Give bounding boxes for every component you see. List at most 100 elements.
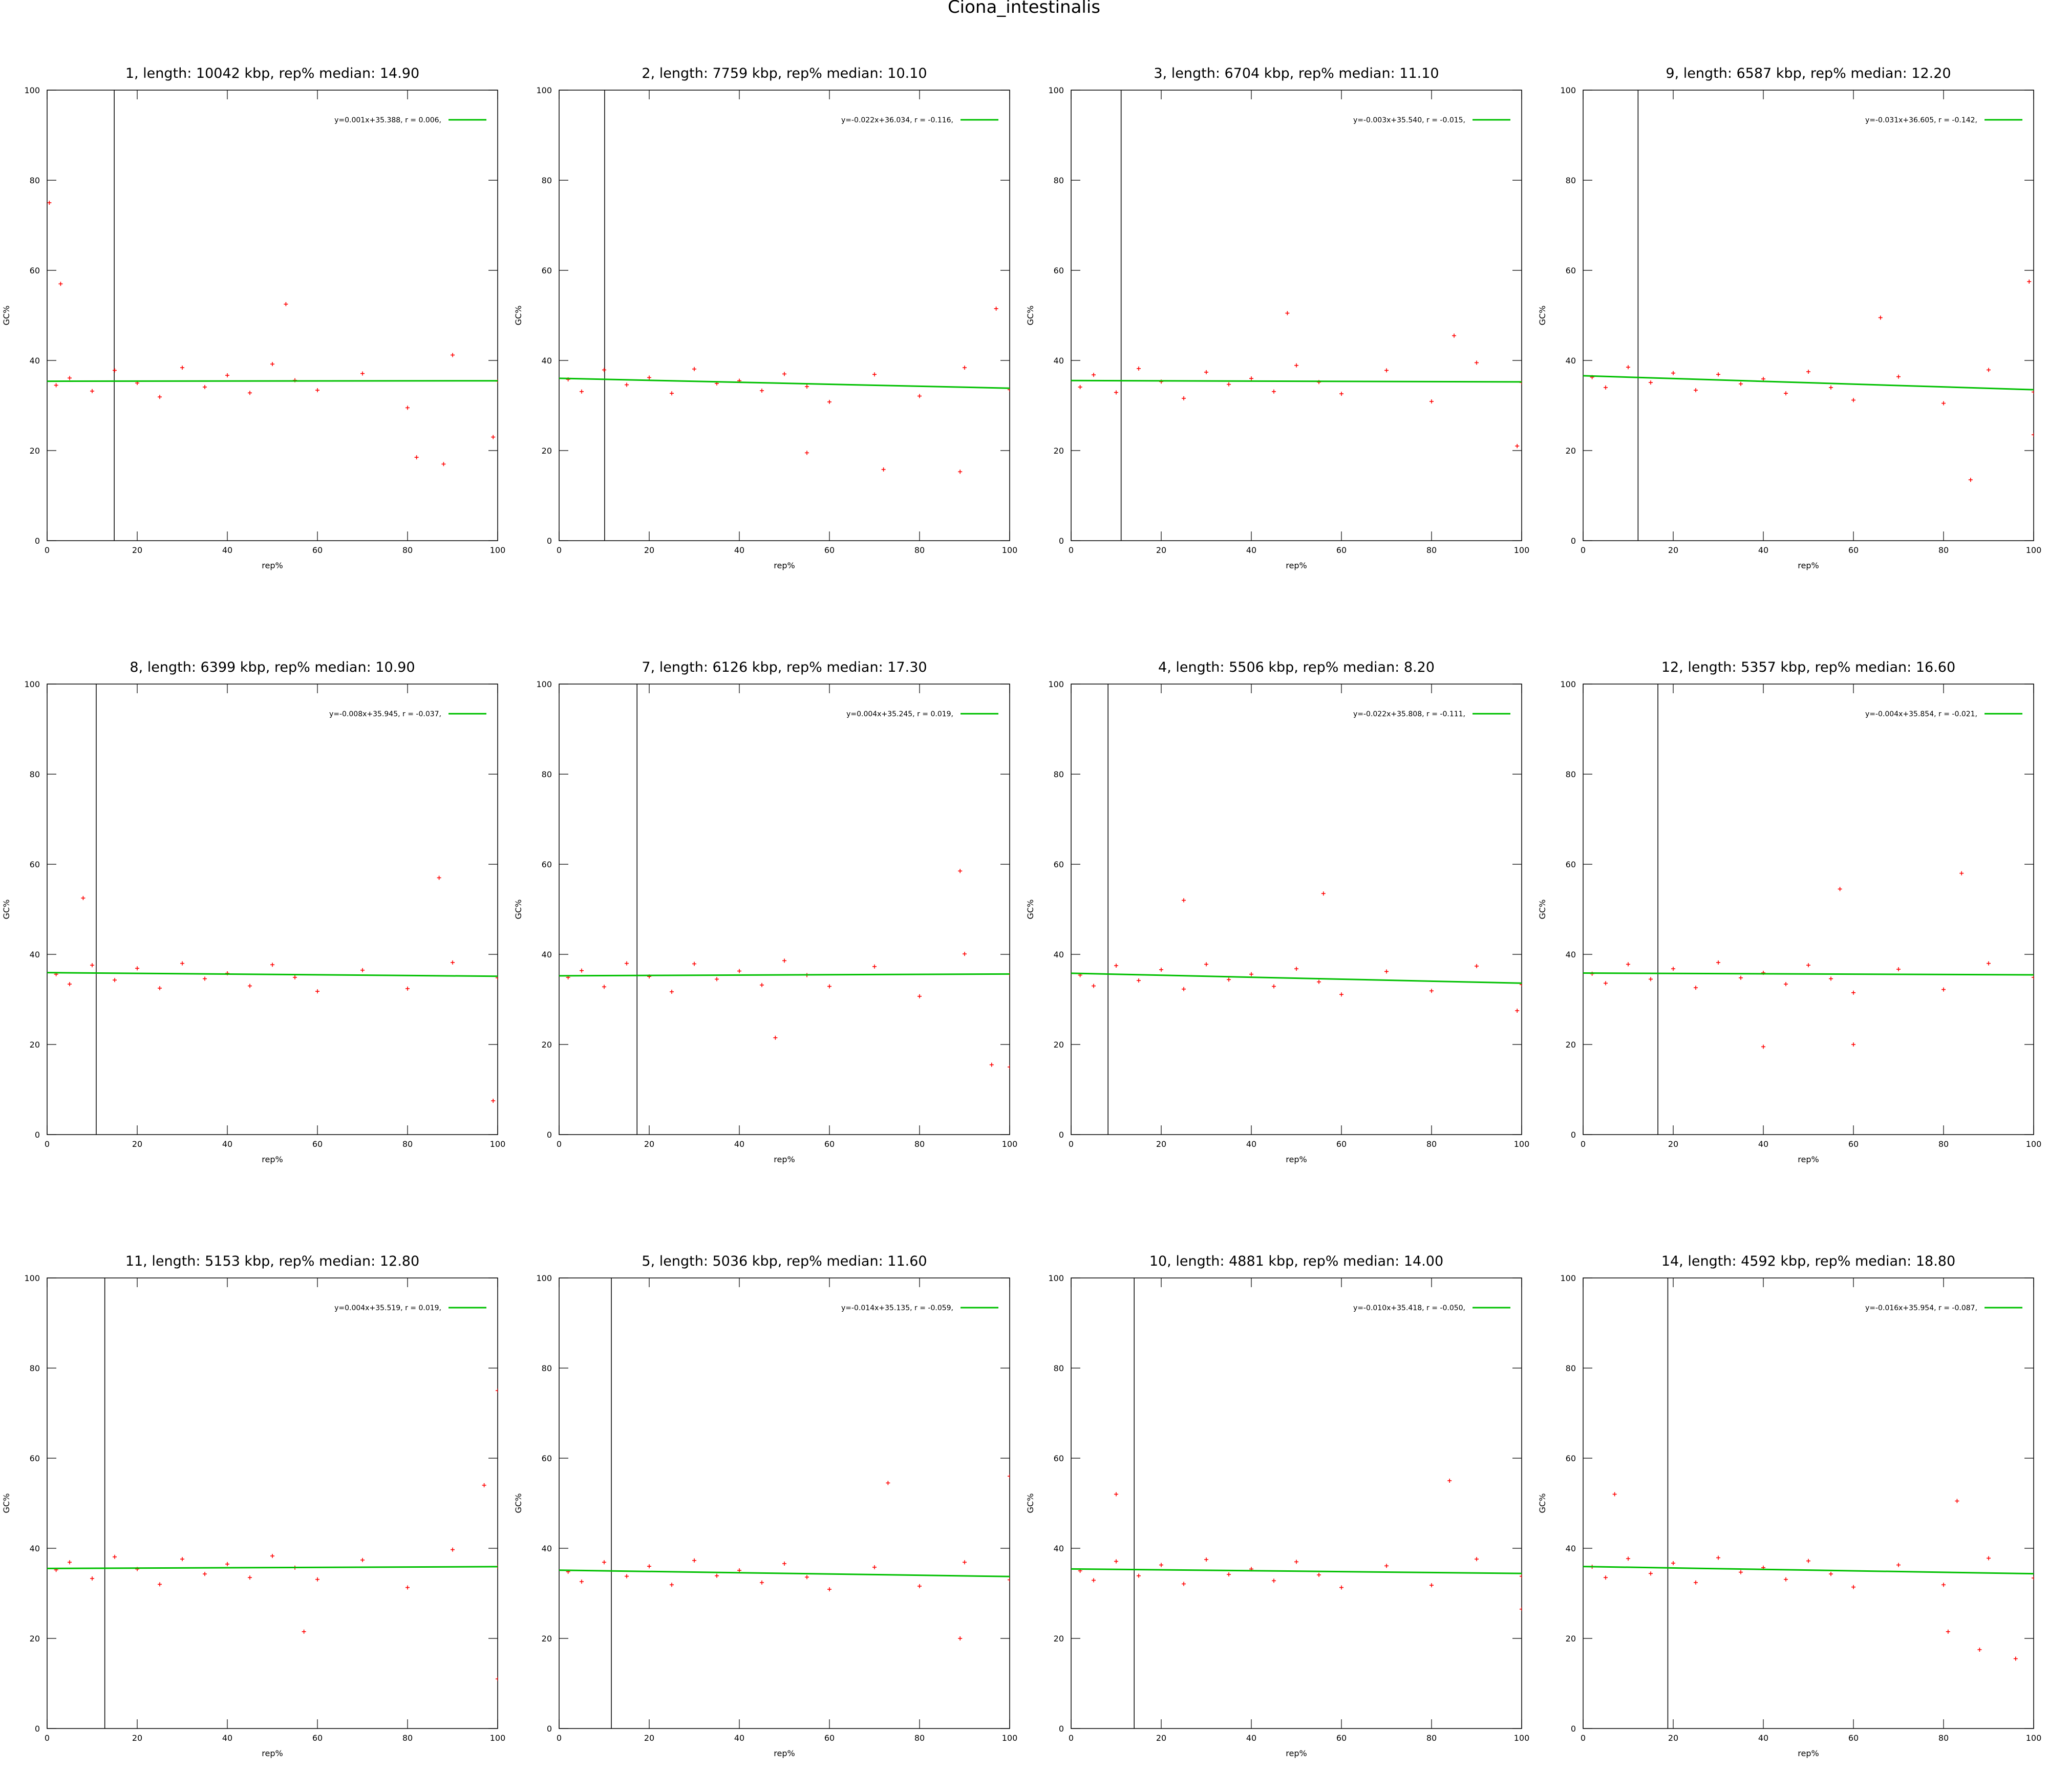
x-axis-label: rep% — [1798, 1155, 1819, 1164]
scatter-panel: 10, length: 4881 kbp, rep% median: 14.00… — [1024, 1188, 1536, 1782]
x-axis-label: rep% — [262, 561, 283, 570]
data-point — [1384, 969, 1389, 974]
y-tick-label: 0 — [1059, 536, 1064, 546]
data-point — [482, 1483, 486, 1487]
data-point — [90, 1576, 94, 1581]
plot-frame — [1071, 90, 1522, 541]
data-point — [580, 1580, 584, 1584]
data-point — [805, 1575, 809, 1580]
data-point — [451, 1547, 455, 1552]
data-point — [315, 989, 319, 994]
points-layer — [566, 306, 1010, 474]
x-tick-label: 40 — [734, 1139, 744, 1149]
x-tick-label: 40 — [222, 1139, 232, 1149]
data-point — [1204, 370, 1208, 374]
data-point — [625, 1574, 629, 1578]
data-point — [963, 366, 967, 370]
data-point — [203, 1572, 207, 1576]
data-point — [692, 1558, 696, 1563]
data-point — [647, 1564, 651, 1569]
y-tick-label: 100 — [536, 679, 552, 689]
x-tick-label: 0 — [1581, 1139, 1586, 1149]
points-layer — [1078, 311, 1522, 449]
x-tick-label: 20 — [1156, 1139, 1166, 1149]
x-tick-label: 80 — [1426, 545, 1437, 555]
scatter-plot: 8, length: 6399 kbp, rep% median: 10.90 0… — [2, 659, 505, 1164]
data-point — [2032, 975, 2034, 979]
data-point — [1249, 376, 1253, 381]
data-point — [881, 467, 886, 472]
data-point — [1604, 981, 1608, 986]
y-tick-label: 40 — [30, 1544, 40, 1553]
data-point — [1716, 1555, 1720, 1560]
y-tick-label: 40 — [30, 950, 40, 959]
data-point — [1317, 979, 1321, 984]
y-tick-label: 40 — [1054, 1544, 1064, 1553]
data-point — [1806, 963, 1810, 968]
fit-line — [47, 972, 498, 977]
x-tick-label: 40 — [1246, 1733, 1256, 1743]
data-point — [715, 1573, 719, 1578]
plot-frame — [1583, 1277, 2034, 1729]
data-point — [496, 975, 498, 980]
data-point — [602, 1560, 606, 1565]
data-point — [872, 372, 877, 377]
points-layer — [1078, 1479, 1522, 1611]
scatter-panel: 2, length: 7759 kbp, rep% median: 10.10 0… — [512, 0, 1024, 594]
data-point — [441, 462, 446, 466]
data-point — [113, 978, 117, 983]
scatter-plot: 9, length: 6587 kbp, rep% median: 12.20 0… — [1538, 66, 2041, 570]
data-point — [2032, 433, 2034, 437]
points-layer — [566, 1474, 1010, 1640]
data-point — [81, 896, 86, 900]
x-tick-label: 20 — [132, 1139, 142, 1149]
data-point — [958, 869, 963, 873]
data-point — [1249, 972, 1253, 976]
data-point — [1694, 388, 1698, 393]
y-tick-label: 20 — [1054, 446, 1064, 456]
points-layer — [54, 876, 498, 1103]
y-tick-label: 20 — [1054, 1634, 1064, 1644]
y-tick-label: 60 — [30, 1454, 40, 1463]
data-point — [805, 451, 809, 455]
y-tick-label: 80 — [542, 176, 552, 185]
x-axis-label: rep% — [262, 1155, 283, 1164]
y-tick-label: 80 — [1566, 176, 1576, 185]
data-point — [360, 371, 365, 376]
legend-label: y=-0.014x+35.135, r = -0.059, — [841, 1304, 953, 1312]
x-tick-label: 0 — [557, 1733, 562, 1743]
data-point — [180, 961, 184, 966]
data-point — [1671, 371, 1675, 375]
scatter-plot: 3, length: 6704 kbp, rep% median: 11.10 0… — [1026, 66, 1529, 570]
data-point — [1671, 1561, 1675, 1566]
y-axis-label: GC% — [1538, 900, 1547, 920]
data-point — [1227, 977, 1231, 982]
data-point — [1137, 978, 1141, 983]
x-tick-label: 40 — [1246, 545, 1256, 555]
data-point — [692, 367, 696, 371]
data-point — [225, 1562, 229, 1566]
y-tick-label: 20 — [542, 1634, 552, 1644]
x-axis-label: rep% — [774, 561, 795, 570]
x-tick-label: 60 — [824, 1139, 835, 1149]
y-tick-label: 40 — [542, 1544, 552, 1553]
legend-label: y=0.004x+35.519, r = 0.019, — [334, 1304, 441, 1312]
data-point — [1285, 311, 1290, 315]
fit-line — [1071, 972, 1522, 984]
data-point — [406, 1585, 410, 1590]
data-point — [180, 1557, 184, 1562]
y-tick-label: 100 — [24, 679, 40, 689]
data-point — [1649, 380, 1653, 385]
data-point — [1294, 1560, 1298, 1564]
data-point — [760, 388, 764, 393]
scatter-panel: 4, length: 5506 kbp, rep% median: 8.20 0 2… — [1024, 594, 1536, 1188]
data-point — [293, 975, 297, 979]
data-point — [1227, 1572, 1231, 1577]
scatter-plot: 1, length: 10042 kbp, rep% median: 14.90… — [2, 66, 505, 570]
data-point — [90, 963, 94, 968]
y-axis-label: GC% — [1026, 1494, 1035, 1513]
data-point — [90, 389, 94, 393]
x-tick-label: 20 — [644, 545, 654, 555]
data-point — [918, 1584, 922, 1588]
y-tick-label: 20 — [1566, 446, 1576, 456]
